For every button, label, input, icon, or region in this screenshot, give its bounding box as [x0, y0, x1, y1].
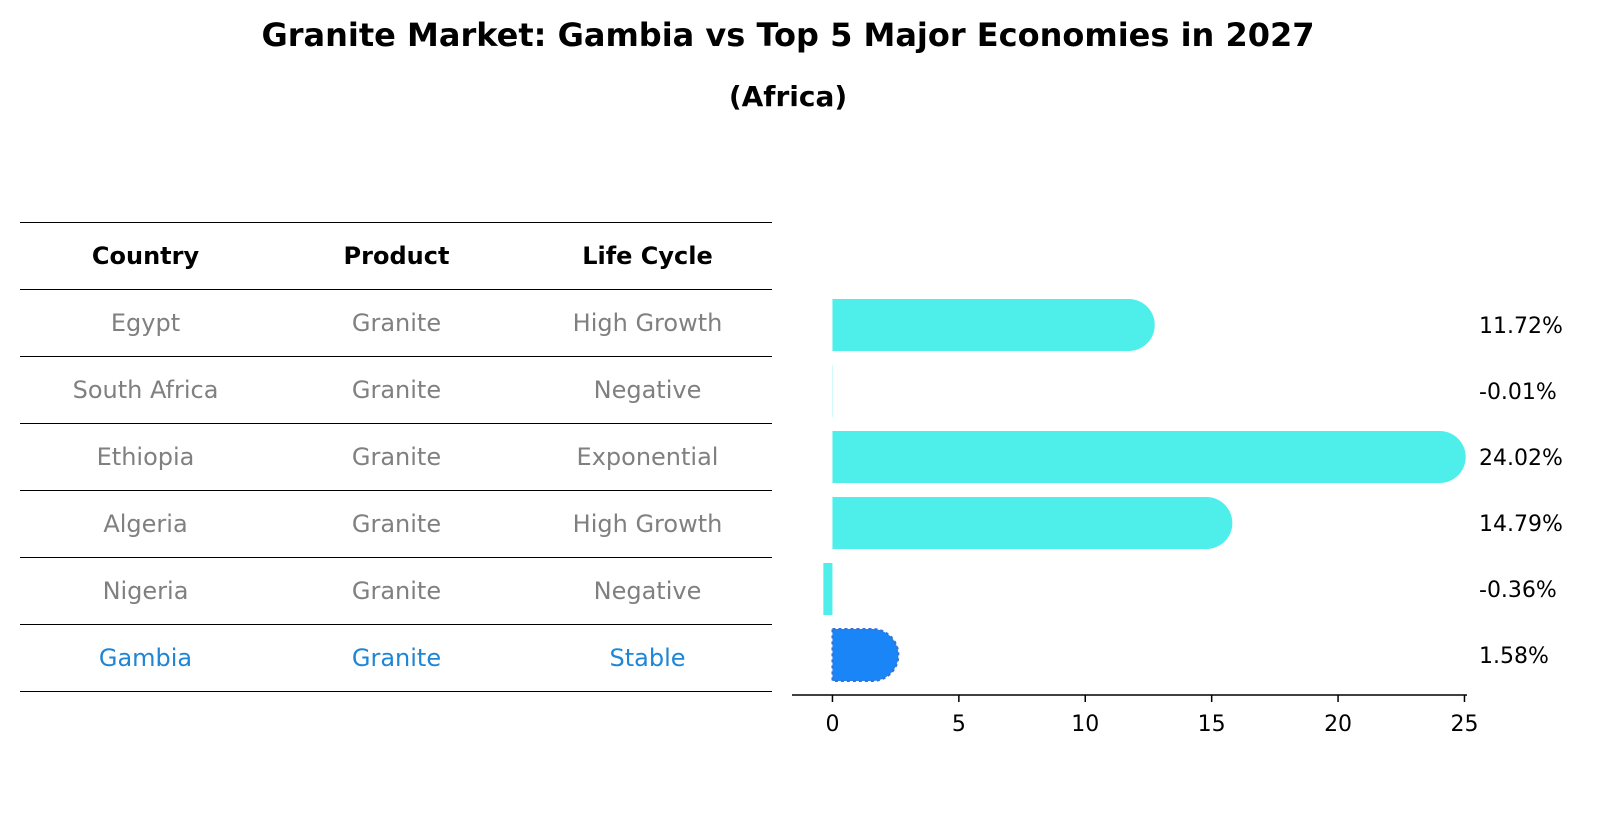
country-cell: Nigeria	[102, 577, 189, 605]
country-cell: Gambia	[98, 644, 193, 672]
x-tick-label: 15	[1198, 712, 1226, 737]
value-label: 14.79%	[1479, 512, 1563, 537]
product-cell: Granite	[351, 510, 442, 538]
value-label: 24.02%	[1479, 446, 1563, 471]
x-tick-label: 0	[825, 712, 839, 737]
x-tick-label: 5	[952, 712, 966, 737]
column-header-product: Product	[343, 242, 450, 270]
x-tick-label: 20	[1324, 712, 1352, 737]
table-row: Ethiopia Granite Exponential	[20, 423, 772, 490]
value-label: -0.01%	[1479, 380, 1557, 405]
chart-title: Granite Market: Gambia vs Top 5 Major Ec…	[261, 16, 1315, 54]
chart-subtitle: (Africa)	[728, 80, 848, 113]
bar	[823, 563, 833, 615]
life-cycle-cell: Exponential	[576, 443, 719, 471]
column-header-life-cycle: Life Cycle	[582, 242, 713, 270]
product-cell: Granite	[351, 577, 442, 605]
country-cell: South Africa	[72, 376, 219, 404]
country-cell: Algeria	[103, 510, 188, 538]
table-row: Algeria Granite High Growth	[20, 490, 772, 557]
life-cycle-cell: High Growth	[572, 309, 723, 337]
x-tick-label: 10	[1071, 712, 1099, 737]
table-row: Nigeria Granite Negative	[20, 557, 772, 624]
country-cell: Ethiopia	[96, 443, 195, 471]
life-cycle-cell: Stable	[609, 644, 686, 672]
life-cycle-table: Country Product Life Cycle Egypt Granite…	[20, 222, 772, 692]
table-header-row: Country Product Life Cycle	[20, 222, 772, 289]
bar	[832, 299, 1155, 351]
life-cycle-cell: Negative	[593, 376, 702, 404]
table-row: South Africa Granite Negative	[20, 356, 772, 423]
bar	[832, 497, 1233, 549]
bar-highlight	[831, 628, 900, 682]
life-cycle-cell: Negative	[593, 577, 702, 605]
country-cell: Egypt	[110, 309, 181, 337]
table-row-highlighted: Gambia Granite Stable	[20, 624, 772, 692]
column-header-country: Country	[91, 242, 200, 270]
value-label: 1.58%	[1479, 644, 1549, 669]
value-label: 11.72%	[1479, 314, 1563, 339]
bar	[832, 431, 1466, 483]
product-cell: Granite	[351, 443, 442, 471]
product-cell: Granite	[351, 376, 442, 404]
product-cell: Granite	[351, 644, 442, 672]
x-tick-label: 25	[1450, 712, 1478, 737]
product-cell: Granite	[351, 309, 442, 337]
table-row: Egypt Granite High Growth	[20, 289, 772, 356]
value-label: -0.36%	[1479, 578, 1557, 603]
life-cycle-cell: High Growth	[572, 510, 723, 538]
